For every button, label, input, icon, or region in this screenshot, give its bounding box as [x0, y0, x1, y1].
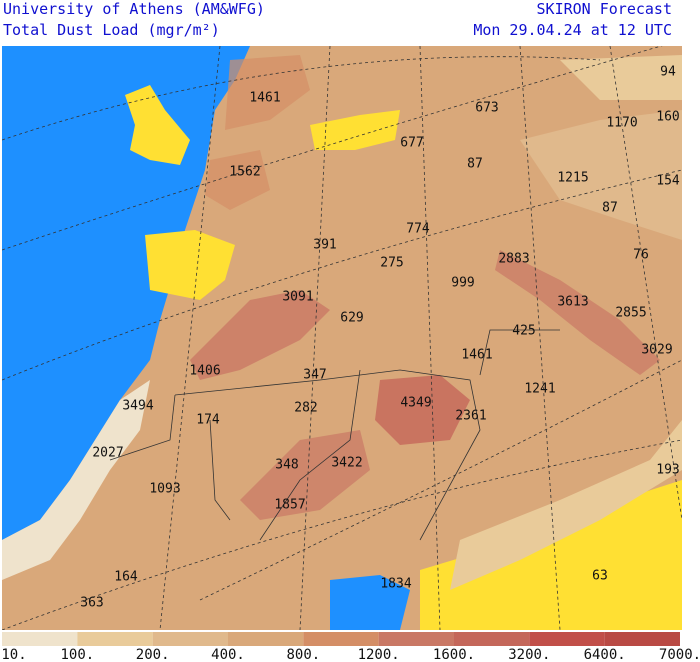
map-value-label: 774	[406, 222, 430, 237]
map-value-label: 2361	[455, 409, 486, 424]
map-value-label: 94	[660, 65, 676, 80]
map-value-label: 2883	[498, 252, 529, 267]
map-value-label: 3029	[641, 343, 672, 358]
colorbar-label: 7000.	[659, 647, 700, 662]
colorbar-swatch	[604, 632, 680, 646]
map-value-label: 154	[656, 174, 680, 189]
map-value-label: 4349	[400, 396, 431, 411]
map-value-label: 999	[451, 276, 474, 291]
map-value-label: 1170	[606, 116, 637, 131]
colorbar-swatch	[2, 632, 78, 646]
map	[2, 46, 682, 630]
map-value-label: 425	[512, 324, 535, 339]
map-value-label: 1406	[189, 364, 220, 379]
map-value-label: 1215	[557, 171, 588, 186]
header-time: Mon 29.04.24 at 12 UTC	[473, 21, 672, 39]
colorbar-label: 200.	[136, 647, 170, 662]
map-value-label: 63	[592, 569, 608, 584]
map-value-label: 1093	[149, 482, 180, 497]
map-value-label: 1241	[524, 382, 555, 397]
map-value-label: 1562	[229, 165, 260, 180]
map-value-label: 3091	[282, 290, 313, 305]
map-value-label: 2027	[92, 446, 123, 461]
colorbar-label: 800.	[286, 647, 320, 662]
map-value-label: 347	[303, 368, 326, 383]
colorbar-label: 6400.	[584, 647, 626, 662]
map-value-label: 348	[275, 458, 298, 473]
colorbar-swatch	[228, 632, 304, 646]
colorbar-label: 10.	[1, 647, 26, 662]
colorbar-label: 400.	[211, 647, 245, 662]
map-value-label: 363	[80, 596, 103, 611]
map-value-label: 193	[656, 463, 679, 478]
map-value-label: 3422	[331, 456, 362, 471]
map-value-label: 1461	[461, 348, 492, 363]
map-value-label: 174	[196, 413, 220, 428]
map-value-label: 677	[400, 136, 423, 151]
colorbar-label: 3200.	[508, 647, 550, 662]
header-product: SKIRON Forecast	[537, 0, 672, 18]
colorbar-label: 1600.	[433, 647, 475, 662]
map-value-label: 160	[656, 110, 679, 125]
colorbar-swatch	[303, 632, 379, 646]
map-value-label: 275	[380, 256, 403, 271]
map-value-label: 673	[475, 101, 498, 116]
colorbar-swatch	[77, 632, 153, 646]
map-value-label: 282	[294, 401, 317, 416]
colorbar-label: 100.	[60, 647, 94, 662]
colorbar-swatch	[378, 632, 454, 646]
map-value-label: 3494	[122, 399, 153, 414]
header-units: Total Dust Load (mgr/m²)	[3, 21, 220, 39]
map-value-label: 87	[602, 201, 618, 216]
map-value-label: 1834	[380, 577, 411, 592]
colorbar-swatch	[152, 632, 228, 646]
map-value-label: 629	[340, 311, 363, 326]
colorbar: 10. 100. 200. 400. 800. 1200. 1600. 3200. 6400. 7…	[1, 632, 700, 662]
map-value-label: 391	[313, 238, 336, 253]
map-value-label: 1857	[274, 498, 305, 513]
colorbar-swatch	[529, 632, 605, 646]
colorbar-swatch	[454, 632, 530, 646]
map-value-label: 164	[114, 570, 138, 585]
colorbar-label: 1200.	[358, 647, 400, 662]
map-value-label: 87	[467, 157, 483, 172]
header-title: University of Athens (AM&WFG)	[3, 0, 265, 18]
map-value-label: 3613	[557, 295, 588, 310]
map-value-label: 2855	[615, 306, 646, 321]
map-value-label: 1461	[249, 91, 280, 106]
map-value-label: 76	[633, 248, 649, 263]
